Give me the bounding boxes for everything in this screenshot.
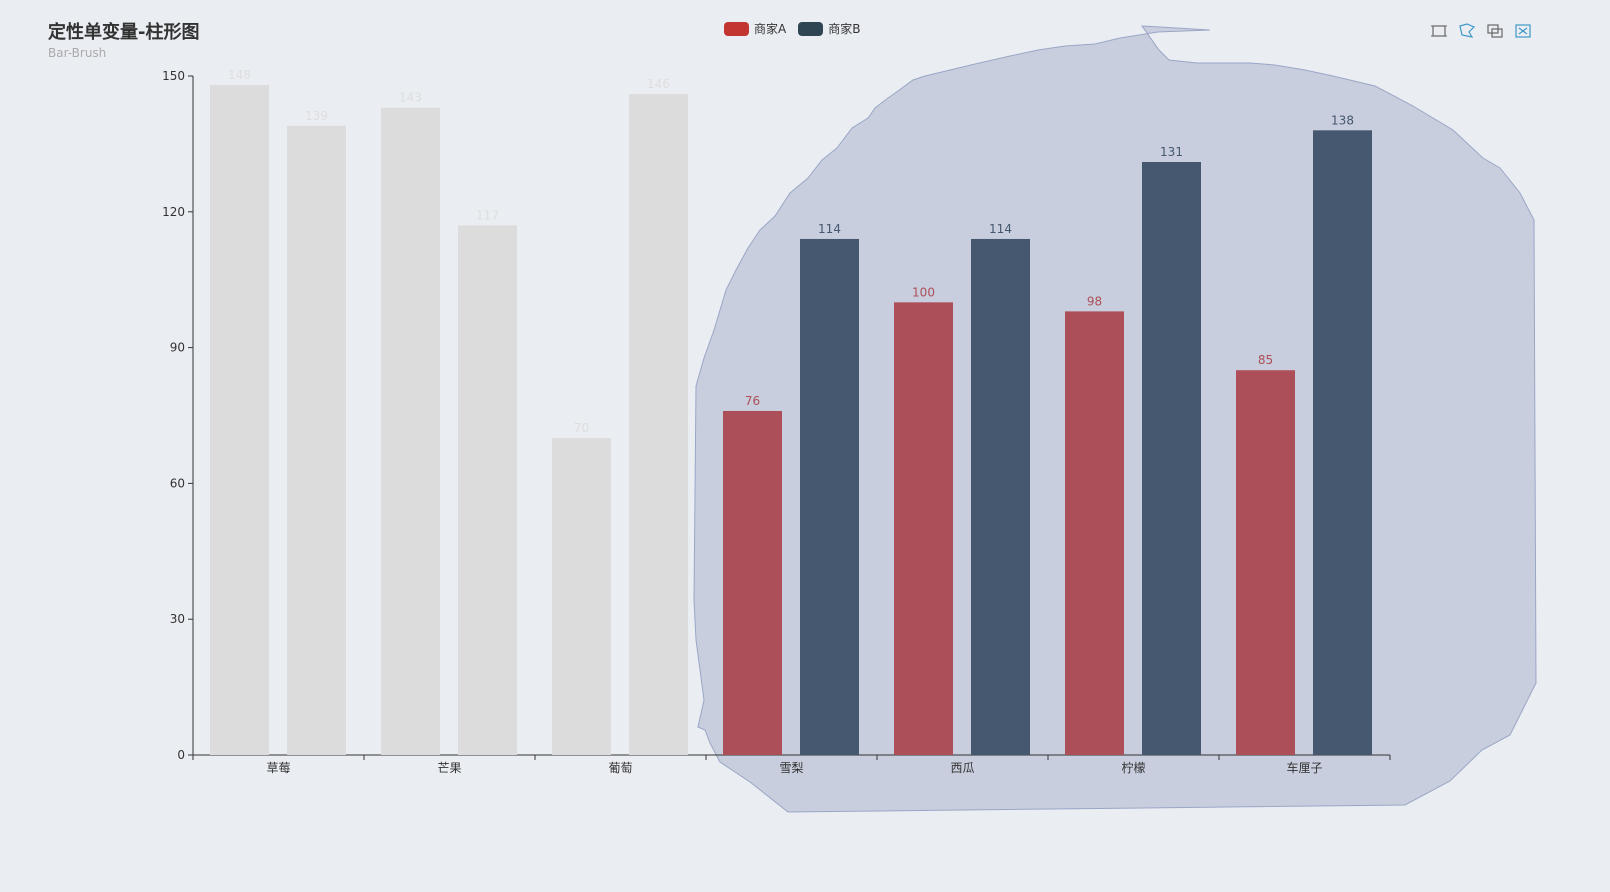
legend: 商家A 商家B [724, 20, 860, 37]
bar-a [210, 85, 269, 755]
bar-b [1313, 130, 1372, 755]
bar-value-label: 143 [399, 91, 422, 105]
bar-value-label: 85 [1258, 353, 1273, 367]
bar-b [458, 225, 517, 755]
chart-subtitle: Bar-Brush [48, 46, 107, 60]
bar-a [723, 410, 782, 755]
x-tick-label: 西瓜 [950, 761, 974, 775]
toolbox [1430, 22, 1532, 40]
y-tick-label: 30 [170, 612, 185, 626]
bar-b [287, 125, 346, 755]
bar-b [971, 238, 1030, 755]
bar-b [629, 94, 688, 755]
rect-brush-icon[interactable] [1430, 22, 1448, 40]
legend-swatch-b [798, 21, 824, 36]
bar-value-label: 76 [745, 394, 760, 408]
polygon-brush-icon[interactable] [1458, 22, 1476, 40]
y-tick-label: 0 [177, 748, 185, 762]
x-tick-label: 柠檬 [1121, 760, 1145, 775]
x-tick-label: 车厘子 [1286, 760, 1322, 775]
bar-value-label: 70 [574, 421, 589, 435]
y-tick-label: 90 [170, 341, 185, 355]
clear-selection-icon[interactable] [1514, 22, 1532, 40]
chart-title: 定性单变量-柱形图 [48, 22, 200, 43]
bar-a [1065, 311, 1124, 755]
legend-item-a[interactable]: 商家A [724, 20, 786, 37]
legend-swatch-a [724, 21, 749, 36]
bar-a [1236, 370, 1295, 755]
bar-a [552, 438, 611, 755]
bar-labels: 148 143 70 76 100 98 85 139 117 146 114 114 131 138 [228, 68, 1354, 435]
bar-b [1142, 162, 1201, 756]
bar-value-label: 114 [989, 222, 1012, 236]
bar-value-label: 98 [1087, 294, 1102, 308]
bar-value-label: 146 [647, 77, 670, 91]
bar-a [894, 302, 953, 755]
y-tick-label: 150 [162, 69, 185, 83]
legend-label-a: 商家A [754, 22, 787, 36]
bar-value-label: 100 [912, 285, 935, 299]
bar-value-label: 138 [1331, 113, 1354, 127]
legend-label-b: 商家B [828, 22, 861, 36]
bar-value-label: 131 [1160, 145, 1183, 159]
x-tick-label: 雪梨 [779, 761, 803, 775]
bar-value-label: 139 [305, 109, 328, 123]
bar-value-label: 114 [818, 222, 841, 236]
bar-a [381, 107, 440, 756]
x-tick-label: 草莓 [266, 761, 290, 775]
y-tick-label: 60 [170, 476, 185, 490]
y-tick-label: 120 [162, 205, 185, 219]
bar-value-label: 117 [476, 208, 499, 222]
bar-b [800, 238, 859, 755]
keep-selection-icon[interactable] [1486, 22, 1504, 40]
x-tick-label: 芒果 [437, 760, 461, 775]
x-tick-label: 葡萄 [608, 761, 632, 775]
legend-item-b[interactable]: 商家B [798, 20, 860, 37]
bar-value-label: 148 [228, 68, 251, 82]
bars [210, 85, 1372, 756]
